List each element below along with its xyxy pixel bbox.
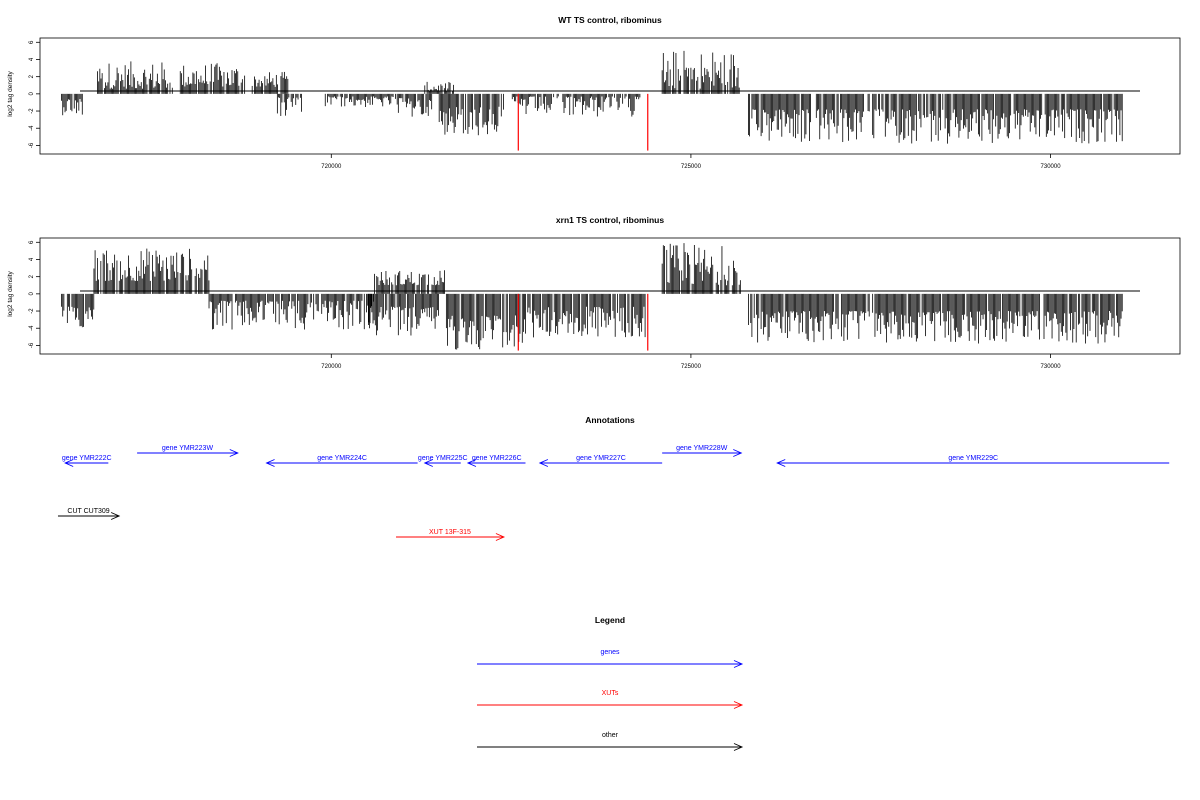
feature-label: gene YMR226C [472, 455, 522, 462]
annotations-title: Annotations [585, 415, 635, 425]
y-tick-label: 2 [29, 74, 35, 78]
feature-4: gene YMR226C [466, 455, 526, 467]
feature-7: gene YMR229C [776, 455, 1170, 467]
y-axis: 6 4 2 0 -2 -4 -6 [29, 240, 40, 348]
plot-frame [39, 237, 1181, 355]
y-tick-label: 6 [29, 40, 35, 44]
arrow-head [733, 660, 744, 668]
feature-label: gene YMR229C [948, 455, 998, 462]
plot-frame [39, 37, 1181, 155]
legend-label: other [602, 732, 619, 739]
density-bars [61, 50, 1123, 144]
legend-item-XUTs: XUTs [477, 690, 744, 709]
x-axis: 720000 725000 730000 [321, 354, 1061, 370]
y-tick-label: -6 [29, 342, 35, 348]
y-tick-label: -4 [29, 125, 35, 131]
feature-label: gene YMR223W [162, 445, 214, 452]
feature-2: gene YMR224C [265, 455, 418, 467]
x-tick-label: 720000 [321, 364, 342, 370]
legend-items: genes XUTs other [477, 649, 744, 751]
legend-item-genes: genes [477, 649, 744, 668]
arrow-head [265, 459, 275, 467]
x-tick-label: 730000 [1041, 164, 1062, 170]
panel-title: WT TS control, ribominus [558, 15, 662, 25]
feature-9: XUT 13F-315 [396, 529, 506, 541]
y-axis: 6 4 2 0 -2 -4 -6 [29, 40, 40, 148]
legend-label: XUTs [602, 690, 619, 697]
arrow-head [733, 743, 744, 751]
arrow-head [110, 512, 121, 520]
y-axis-label: log2 tag density [7, 70, 14, 116]
arrow-head [423, 459, 433, 467]
xrn1-density-panel: xrn1 TS control, ribominus log2 tag dens… [7, 215, 1181, 370]
y-tick-label: -2 [29, 108, 35, 114]
legend: Legend genes XUTs other [477, 615, 744, 751]
x-tick-label: 720000 [321, 164, 342, 170]
arrow-head [64, 459, 74, 467]
feature-6: gene YMR228W [662, 445, 743, 457]
feature-3: gene YMR225C [418, 455, 468, 467]
y-tick-label: -2 [29, 308, 35, 314]
feature-label: XUT 13F-315 [429, 529, 471, 536]
y-tick-label: 4 [29, 57, 35, 61]
arrow-head [733, 701, 744, 709]
y-tick-label: 4 [29, 257, 35, 261]
y-tick-label: -6 [29, 142, 35, 148]
legend-title: Legend [595, 615, 625, 625]
x-tick-label: 725000 [681, 364, 702, 370]
feature-arrows: gene YMR222C gene YMR223W gene YMR224C gene… [57, 445, 1170, 541]
y-tick-label: 6 [29, 240, 35, 244]
feature-label: CUT CUT309 [67, 508, 109, 515]
density-bars [61, 243, 1123, 350]
feature-8: CUT CUT309 [57, 508, 121, 520]
feature-label: gene YMR227C [576, 455, 626, 462]
highlight-bars [517, 93, 649, 151]
wt-density-panel: WT TS control, ribominus log2 tag densit… [7, 15, 1181, 170]
arrow-head [495, 533, 506, 541]
feature-label: gene YMR225C [418, 455, 468, 462]
arrow-head [733, 449, 743, 457]
y-tick-label: 0 [29, 92, 35, 96]
arrow-head [776, 459, 786, 467]
x-tick-label: 730000 [1041, 364, 1062, 370]
feature-label: gene YMR224C [317, 455, 367, 462]
feature-label: gene YMR228W [676, 445, 728, 452]
highlight-bars [517, 293, 649, 351]
legend-item-other: other [477, 732, 744, 751]
y-tick-label: 0 [29, 292, 35, 296]
arrow-head [466, 459, 477, 467]
y-tick-label: 2 [29, 274, 35, 278]
feature-5: gene YMR227C [538, 455, 663, 467]
x-tick-label: 725000 [681, 164, 702, 170]
feature-label: gene YMR222C [62, 455, 112, 462]
x-axis: 720000 725000 730000 [321, 154, 1061, 170]
feature-0: gene YMR222C [62, 455, 112, 467]
y-tick-label: -4 [29, 325, 35, 331]
arrow-head [229, 449, 239, 457]
y-axis-label: log2 tag density [7, 270, 14, 316]
feature-1: gene YMR223W [137, 445, 239, 457]
arrow-head [538, 459, 549, 467]
panel-title: xrn1 TS control, ribominus [556, 215, 664, 225]
legend-label: genes [600, 649, 620, 656]
